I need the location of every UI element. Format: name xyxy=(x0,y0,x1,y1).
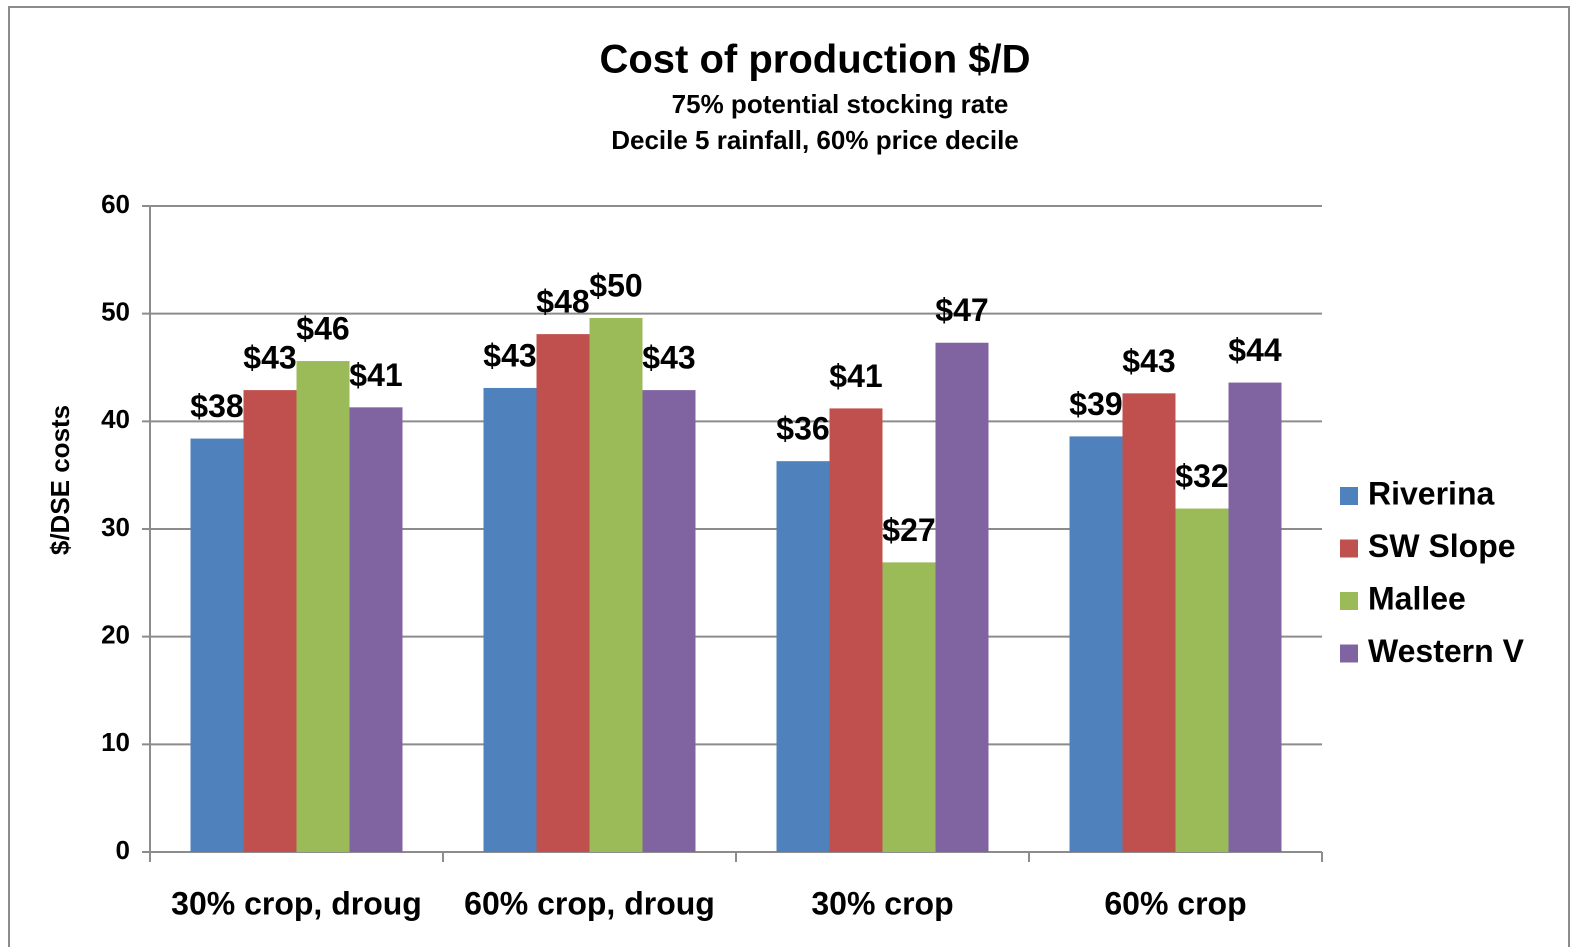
y-tick-label: 0 xyxy=(116,835,130,865)
data-label: $32 xyxy=(1175,458,1228,494)
bar xyxy=(190,438,244,852)
data-label: $43 xyxy=(642,340,695,376)
x-tick-label: 60% crop, droug xyxy=(464,885,715,921)
legend-swatch xyxy=(1340,592,1358,610)
legend-swatch xyxy=(1340,644,1358,663)
y-tick-label: 50 xyxy=(101,297,130,327)
legend-label: SW Slope xyxy=(1368,528,1516,564)
y-tick-label: 60 xyxy=(101,189,130,219)
x-tick-label: 30% crop, droug xyxy=(171,885,422,921)
bar xyxy=(1175,508,1229,852)
legend-label: Mallee xyxy=(1368,580,1466,616)
data-label: $47 xyxy=(935,292,988,328)
legend-label: Western V xyxy=(1368,633,1525,669)
y-tick-label: 10 xyxy=(101,727,130,757)
data-label: $38 xyxy=(190,388,243,424)
data-label: $43 xyxy=(243,340,296,376)
bar xyxy=(536,334,590,853)
bar xyxy=(589,317,643,852)
data-label: $44 xyxy=(1228,332,1282,368)
y-axis-label: $/DSE costs xyxy=(45,405,75,555)
bar xyxy=(642,390,696,852)
data-label: $41 xyxy=(829,358,882,394)
bar xyxy=(776,461,830,852)
data-label: $41 xyxy=(349,357,402,393)
bar xyxy=(1069,436,1123,852)
y-tick-label: 40 xyxy=(101,404,130,434)
data-label: $46 xyxy=(296,310,349,346)
data-label: $39 xyxy=(1069,386,1122,422)
legend-label: Riverina xyxy=(1368,475,1494,511)
data-label: $43 xyxy=(1122,343,1175,379)
legend-swatch xyxy=(1340,487,1358,505)
x-tick-label: 30% crop xyxy=(811,885,953,921)
chart-title: Cost of production $/D xyxy=(599,38,1030,82)
data-label: $48 xyxy=(536,284,589,320)
bar xyxy=(243,390,297,852)
chart-subtitle: Decile 5 rainfall, 60% price decile xyxy=(611,125,1019,155)
data-label: $27 xyxy=(882,512,935,548)
bar xyxy=(829,408,883,852)
x-tick-label: 60% crop xyxy=(1104,885,1246,921)
bar xyxy=(1228,382,1282,852)
data-label: $43 xyxy=(483,337,536,373)
bar xyxy=(1122,393,1176,852)
bar xyxy=(882,562,936,852)
y-tick-label: 20 xyxy=(101,620,130,650)
data-label: $50 xyxy=(589,267,642,303)
legend-swatch xyxy=(1340,539,1358,558)
bar xyxy=(349,407,403,852)
data-label: $36 xyxy=(776,411,829,447)
bar xyxy=(935,342,989,852)
bar xyxy=(483,387,537,852)
chart-subtitle: 75% potential stocking rate xyxy=(672,89,1009,119)
bar xyxy=(296,361,350,852)
y-tick-label: 30 xyxy=(101,512,130,542)
